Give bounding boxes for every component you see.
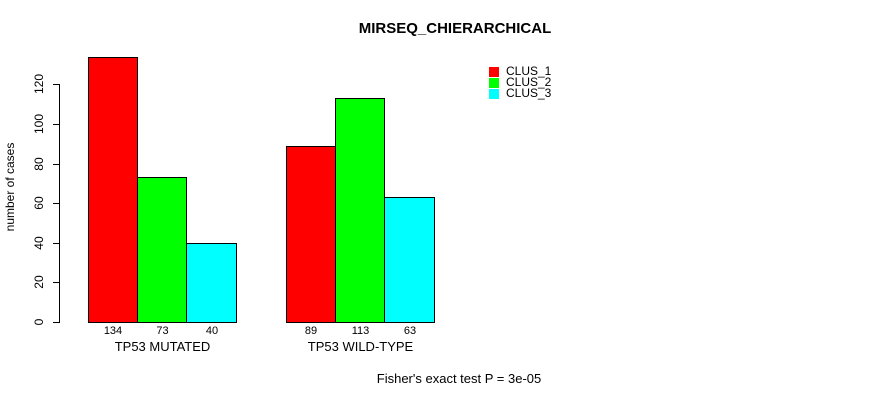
chart-title: MIRSEQ_CHIERARCHICAL — [358, 20, 552, 37]
legend-swatch — [489, 77, 499, 88]
bar-value-label: 63 — [403, 325, 417, 337]
y-tick-label: 120 — [32, 73, 46, 95]
y-tick-label: 20 — [32, 275, 46, 289]
y-tick-mark — [53, 203, 59, 204]
bar-value-label: 40 — [205, 325, 219, 337]
y-tick-label: 0 — [32, 318, 46, 326]
y-tick-mark — [53, 282, 59, 283]
y-axis-line — [59, 84, 60, 323]
bar-value-label: 113 — [351, 325, 370, 337]
bar-value-label: 134 — [103, 325, 123, 337]
legend-label: CLUS_3 — [506, 86, 552, 100]
y-tick-mark — [53, 243, 59, 244]
legend-label: CLUS_1 — [506, 64, 552, 78]
bar — [335, 98, 385, 323]
bar — [88, 57, 138, 323]
y-tick-mark — [53, 84, 59, 85]
legend: CLUS_1 CLUS_2 CLUS_3 — [489, 64, 552, 100]
x-category-label: TP53 MUTATED — [114, 339, 211, 354]
legend-swatch — [489, 66, 499, 77]
bar — [137, 177, 187, 323]
legend-item: CLUS_2 — [489, 75, 552, 89]
legend-label: CLUS_2 — [506, 75, 552, 89]
legend-item: CLUS_1 — [489, 64, 552, 78]
bar-value-label: 89 — [304, 325, 318, 337]
bar — [186, 243, 237, 323]
bar — [286, 146, 336, 323]
bar-value-label: 73 — [156, 325, 169, 337]
y-tick-label: 100 — [32, 113, 46, 135]
y-tick-label: 60 — [32, 196, 46, 210]
y-tick-mark — [53, 124, 59, 125]
y-tick-label: 80 — [32, 157, 46, 171]
bar — [384, 197, 435, 323]
y-tick-mark — [53, 164, 59, 165]
x-category-label: TP53 WILD-TYPE — [307, 339, 414, 354]
legend-item: CLUS_3 — [489, 86, 552, 100]
y-tick-label: 40 — [32, 236, 46, 250]
stat-test-annotation: Fisher's exact test P = 3e-05 — [376, 371, 542, 386]
y-tick-mark — [53, 322, 59, 323]
y-axis-label: number of cases — [3, 142, 17, 232]
legend-swatch — [489, 88, 499, 99]
